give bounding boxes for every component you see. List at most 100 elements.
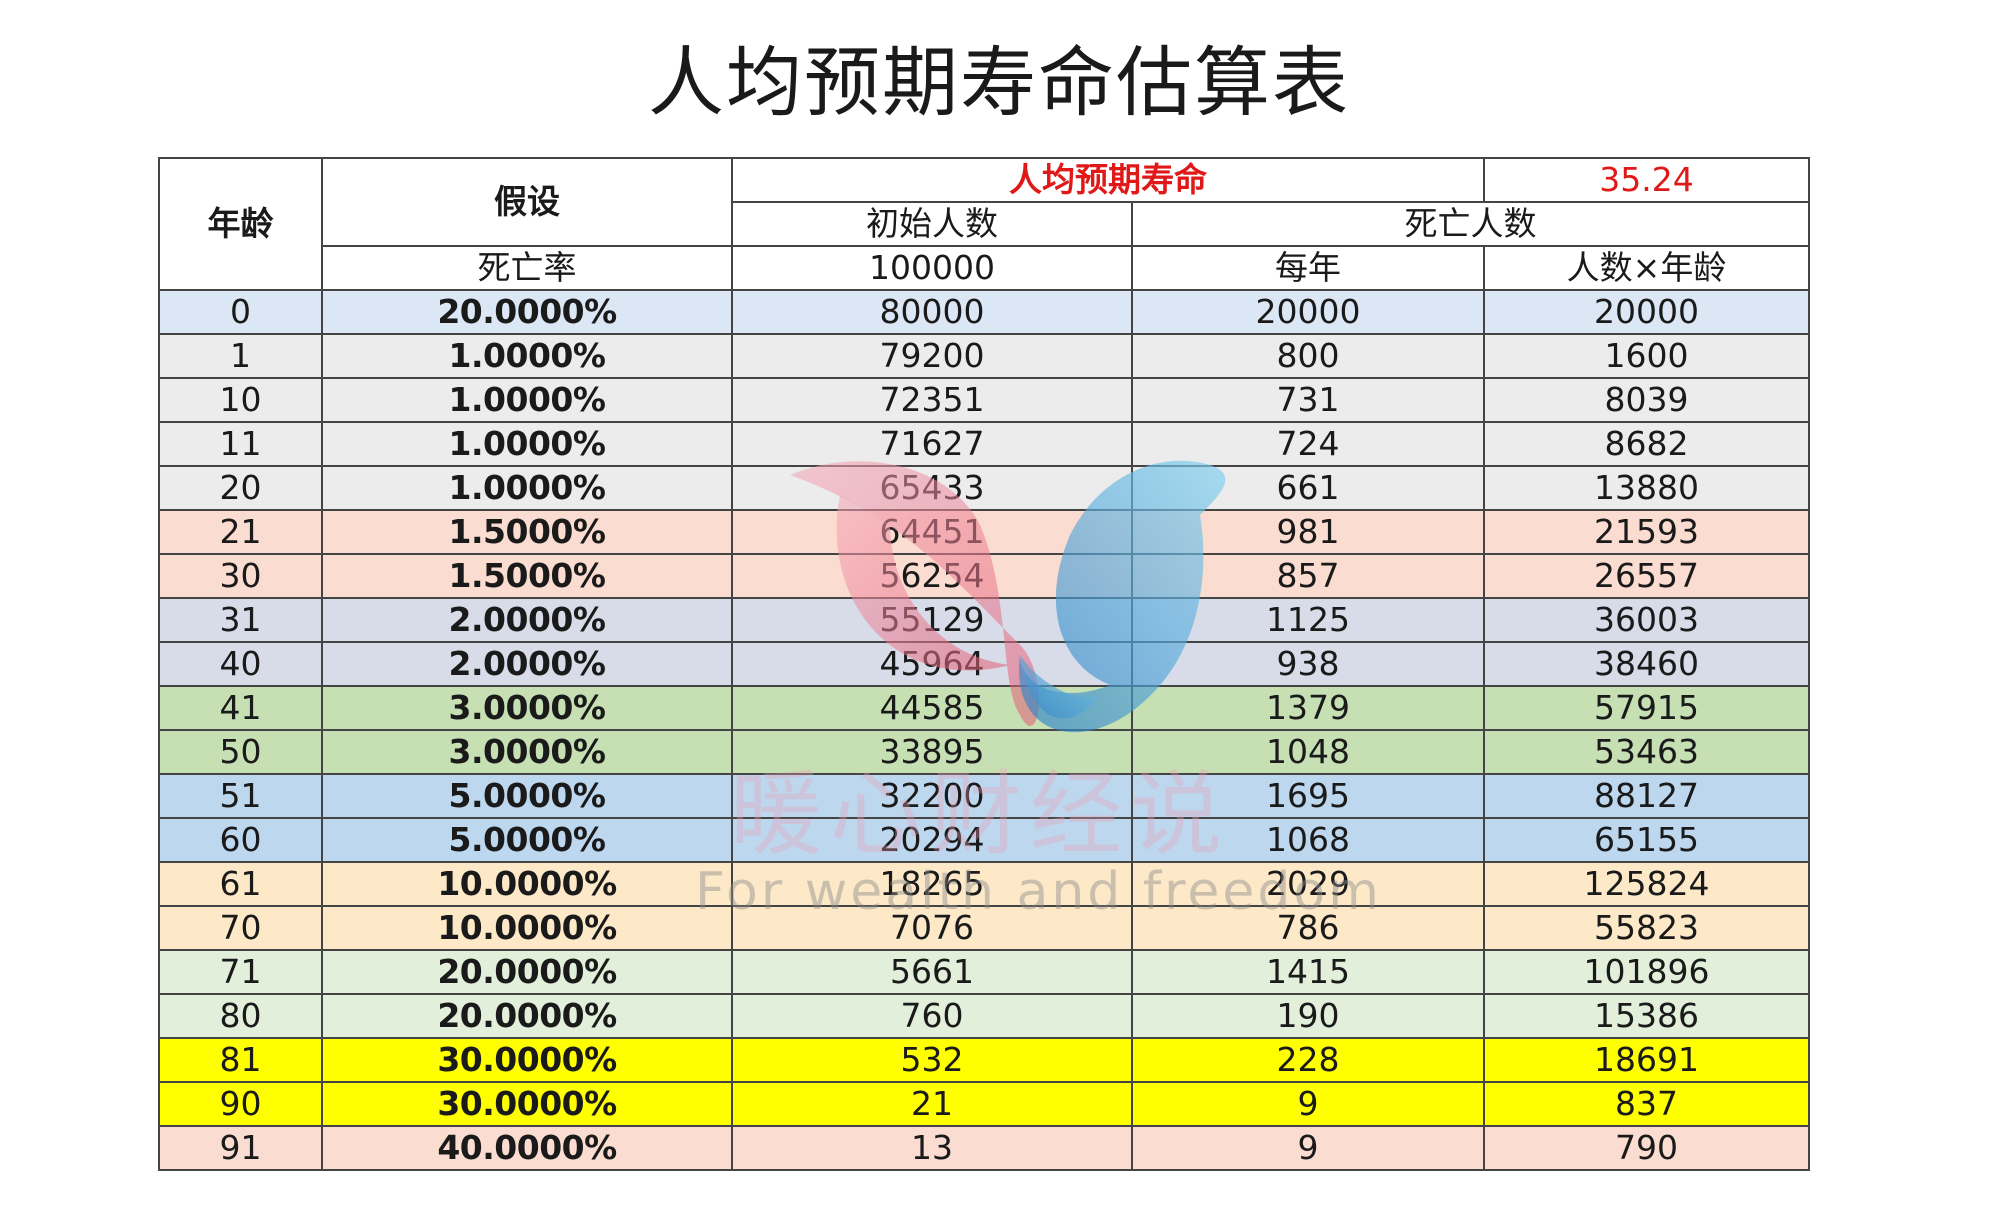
- table-row: 70 10.0000% 7076 786 55823: [158, 905, 1810, 951]
- cell-initial-population: 20294: [731, 817, 1133, 863]
- cell-mortality-rate: 1.5000%: [321, 509, 733, 555]
- cell-count-times-age: 26557: [1483, 553, 1810, 599]
- cell-mortality-rate: 1.0000%: [321, 377, 733, 423]
- cell-count-times-age: 8682: [1483, 421, 1810, 467]
- cell-initial-population: 44585: [731, 685, 1133, 731]
- header-initial-population: 初始人数: [731, 201, 1133, 247]
- cell-count-times-age: 21593: [1483, 509, 1810, 555]
- cell-age: 60: [158, 817, 323, 863]
- header-initial-population-value: 100000: [731, 245, 1133, 291]
- cell-deaths-per-year: 1695: [1131, 773, 1485, 819]
- cell-initial-population: 64451: [731, 509, 1133, 555]
- cell-count-times-age: 53463: [1483, 729, 1810, 775]
- table-row: 50 3.0000% 33895 1048 53463: [158, 729, 1810, 775]
- cell-mortality-rate: 40.0000%: [321, 1125, 733, 1171]
- cell-mortality-rate: 3.0000%: [321, 685, 733, 731]
- life-expectancy-table: 年龄 假设 人均预期寿命 35.24 初始人数 死亡人数 死亡率 100000 …: [158, 157, 1810, 1171]
- cell-deaths-per-year: 20000: [1131, 289, 1485, 335]
- header-age: 年龄: [158, 157, 323, 291]
- cell-age: 40: [158, 641, 323, 687]
- cell-age: 50: [158, 729, 323, 775]
- table-row: 30 1.5000% 56254 857 26557: [158, 553, 1810, 599]
- cell-age: 30: [158, 553, 323, 599]
- cell-age: 11: [158, 421, 323, 467]
- cell-initial-population: 18265: [731, 861, 1133, 907]
- table-row: 20 1.0000% 65433 661 13880: [158, 465, 1810, 511]
- header-mortality-rate: 死亡率: [321, 245, 733, 291]
- cell-initial-population: 760: [731, 993, 1133, 1039]
- table-row: 61 10.0000% 18265 2029 125824: [158, 861, 1810, 907]
- cell-age: 80: [158, 993, 323, 1039]
- cell-age: 71: [158, 949, 323, 995]
- table-row: 0 20.0000% 80000 20000 20000: [158, 289, 1810, 335]
- cell-deaths-per-year: 800: [1131, 333, 1485, 379]
- cell-mortality-rate: 2.0000%: [321, 597, 733, 643]
- cell-count-times-age: 8039: [1483, 377, 1810, 423]
- cell-mortality-rate: 2.0000%: [321, 641, 733, 687]
- cell-count-times-age: 65155: [1483, 817, 1810, 863]
- table-row: 11 1.0000% 71627 724 8682: [158, 421, 1810, 467]
- cell-initial-population: 21: [731, 1081, 1133, 1127]
- cell-age: 61: [158, 861, 323, 907]
- cell-mortality-rate: 20.0000%: [321, 949, 733, 995]
- cell-initial-population: 55129: [731, 597, 1133, 643]
- cell-mortality-rate: 1.0000%: [321, 465, 733, 511]
- cell-count-times-age: 38460: [1483, 641, 1810, 687]
- table-body: 0 20.0000% 80000 20000 20000 1 1.0000% 7…: [158, 289, 1810, 1171]
- cell-initial-population: 45964: [731, 641, 1133, 687]
- cell-mortality-rate: 5.0000%: [321, 817, 733, 863]
- cell-count-times-age: 18691: [1483, 1037, 1810, 1083]
- header-life-expectancy-label: 人均预期寿命: [731, 157, 1485, 203]
- table-row: 90 30.0000% 21 9 837: [158, 1081, 1810, 1127]
- table-row: 81 30.0000% 532 228 18691: [158, 1037, 1810, 1083]
- life-expectancy-table-container: 年龄 假设 人均预期寿命 35.24 初始人数 死亡人数 死亡率 100000 …: [158, 157, 1810, 1171]
- table-row: 41 3.0000% 44585 1379 57915: [158, 685, 1810, 731]
- cell-count-times-age: 13880: [1483, 465, 1810, 511]
- cell-deaths-per-year: 1379: [1131, 685, 1485, 731]
- cell-deaths-per-year: 1068: [1131, 817, 1485, 863]
- cell-mortality-rate: 3.0000%: [321, 729, 733, 775]
- page-title: 人均预期寿命估算表: [648, 38, 1350, 127]
- cell-mortality-rate: 1.5000%: [321, 553, 733, 599]
- cell-mortality-rate: 20.0000%: [321, 993, 733, 1039]
- cell-initial-population: 5661: [731, 949, 1133, 995]
- table-row: 60 5.0000% 20294 1068 65155: [158, 817, 1810, 863]
- table-row: 80 20.0000% 760 190 15386: [158, 993, 1810, 1039]
- cell-deaths-per-year: 9: [1131, 1125, 1485, 1171]
- cell-age: 20: [158, 465, 323, 511]
- header-per-year: 每年: [1131, 245, 1485, 291]
- cell-deaths-per-year: 786: [1131, 905, 1485, 951]
- cell-initial-population: 71627: [731, 421, 1133, 467]
- cell-initial-population: 72351: [731, 377, 1133, 423]
- cell-count-times-age: 101896: [1483, 949, 1810, 995]
- cell-initial-population: 79200: [731, 333, 1133, 379]
- table-row: 40 2.0000% 45964 938 38460: [158, 641, 1810, 687]
- cell-mortality-rate: 20.0000%: [321, 289, 733, 335]
- table-row: 91 40.0000% 13 9 790: [158, 1125, 1810, 1171]
- cell-age: 41: [158, 685, 323, 731]
- cell-age: 10: [158, 377, 323, 423]
- cell-mortality-rate: 1.0000%: [321, 333, 733, 379]
- cell-deaths-per-year: 981: [1131, 509, 1485, 555]
- cell-age: 31: [158, 597, 323, 643]
- cell-count-times-age: 57915: [1483, 685, 1810, 731]
- cell-mortality-rate: 30.0000%: [321, 1037, 733, 1083]
- cell-deaths-per-year: 190: [1131, 993, 1485, 1039]
- cell-deaths-per-year: 9: [1131, 1081, 1485, 1127]
- table-row: 21 1.5000% 64451 981 21593: [158, 509, 1810, 555]
- table-row: 31 2.0000% 55129 1125 36003: [158, 597, 1810, 643]
- cell-deaths-per-year: 2029: [1131, 861, 1485, 907]
- cell-age: 70: [158, 905, 323, 951]
- cell-count-times-age: 790: [1483, 1125, 1810, 1171]
- cell-initial-population: 7076: [731, 905, 1133, 951]
- cell-count-times-age: 125824: [1483, 861, 1810, 907]
- table-row: 71 20.0000% 5661 1415 101896: [158, 949, 1810, 995]
- cell-initial-population: 13: [731, 1125, 1133, 1171]
- cell-age: 1: [158, 333, 323, 379]
- table-row: 1 1.0000% 79200 800 1600: [158, 333, 1810, 379]
- header-assumption: 假设: [321, 157, 733, 247]
- cell-deaths-per-year: 661: [1131, 465, 1485, 511]
- cell-count-times-age: 36003: [1483, 597, 1810, 643]
- cell-count-times-age: 837: [1483, 1081, 1810, 1127]
- cell-deaths-per-year: 724: [1131, 421, 1485, 467]
